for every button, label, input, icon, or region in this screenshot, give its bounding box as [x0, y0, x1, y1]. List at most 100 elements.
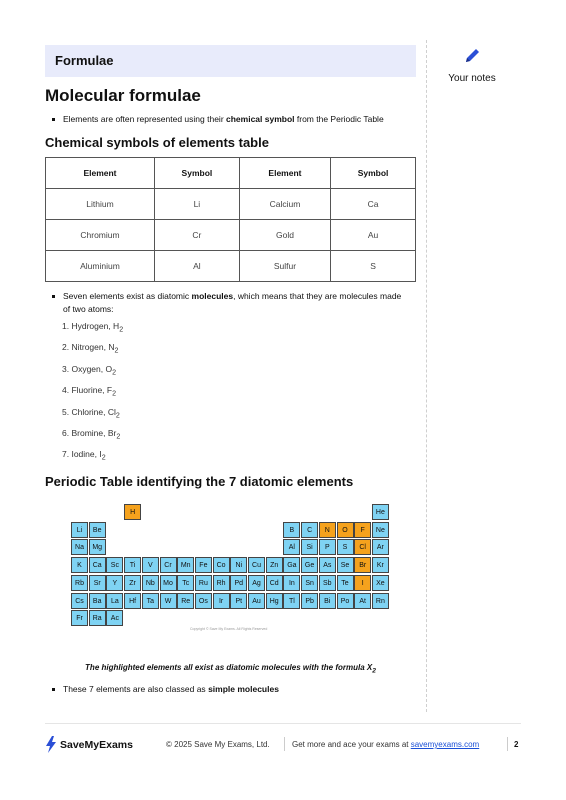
element-ne: Ne: [371, 521, 389, 538]
element-cr: Cr: [159, 557, 177, 574]
footer-separator: [284, 737, 285, 751]
element-f: F: [354, 521, 372, 538]
bullet-simple-molecules: These 7 elements are also classed as sim…: [52, 683, 413, 696]
table-row: Aluminium Al Sulfur S: [45, 250, 416, 282]
element-pt: Pt: [230, 592, 248, 609]
section-title: Formulae: [55, 53, 114, 68]
element-pb: Pb: [301, 592, 319, 609]
element-re: Re: [177, 592, 195, 609]
element-s: S: [336, 539, 354, 556]
element-ba: Ba: [88, 592, 106, 609]
your-notes-label: Your notes: [448, 73, 496, 84]
element-mo: Mo: [159, 574, 177, 591]
element-al: Al: [283, 539, 301, 556]
element-ar: Ar: [371, 539, 389, 556]
footer-cta: Get more and ace your exams at savemyexa…: [292, 740, 480, 749]
element-pd: Pd: [230, 574, 248, 591]
periodic-table-caption: The highlighted elements all exist as di…: [85, 663, 376, 675]
element-ir: Ir: [212, 592, 230, 609]
element-xe: Xe: [371, 574, 389, 591]
table-row: Lithium Li Calcium Ca: [45, 188, 416, 220]
element-cd: Cd: [265, 574, 283, 591]
element-h: H: [124, 504, 142, 520]
element-cu: Cu: [248, 557, 265, 574]
element-fr: Fr: [71, 610, 88, 627]
bullet-chemical-symbol: Elements are often represented using the…: [52, 113, 413, 126]
list-item: 1. Hydrogen, H2: [62, 321, 124, 334]
element-li: Li: [71, 521, 88, 538]
element-sr: Sr: [88, 574, 106, 591]
element-zr: Zr: [124, 574, 142, 591]
list-item: 4. Fluorine, F2: [62, 385, 117, 398]
brand-logo[interactable]: SaveMyExams: [45, 736, 133, 753]
element-be: Be: [88, 521, 106, 538]
table-cell: Calcium: [238, 188, 332, 220]
page-heading: Molecular formulae: [45, 86, 201, 105]
bullet-bold: chemical symbol: [226, 114, 295, 124]
element-sc: Sc: [106, 557, 124, 574]
bullet-text: Seven elements exist as diatomic: [63, 291, 192, 301]
element-ru: Ru: [194, 574, 212, 591]
element-fe: Fe: [194, 557, 212, 574]
element-i: I: [354, 574, 372, 591]
footer-link[interactable]: savemyexams.com: [410, 740, 480, 749]
table-heading: Chemical symbols of elements table: [45, 135, 269, 150]
element-as: As: [318, 557, 336, 574]
table-cell: Lithium: [45, 188, 155, 220]
list-item: 7. Iodine, I2: [62, 449, 106, 463]
element-cl: Cl: [354, 539, 372, 556]
table-cell: S: [330, 250, 416, 282]
table-cell: Sulfur: [238, 250, 332, 282]
footer-copyright: © 2025 Save My Exams, Ltd.: [166, 740, 270, 749]
table-cell: Chromium: [45, 219, 155, 251]
table-cell: Ca: [330, 188, 416, 220]
element-cs: Cs: [71, 592, 88, 609]
element-k: K: [71, 557, 88, 574]
element-zn: Zn: [265, 557, 283, 574]
table-header: Symbol: [153, 157, 240, 189]
lightning-bolt-icon: [46, 736, 56, 753]
element-ag: Ag: [248, 574, 265, 591]
element-ta: Ta: [141, 592, 159, 609]
element-mn: Mn: [177, 557, 195, 574]
table-row: Chromium Cr Gold Au: [45, 219, 416, 251]
list-item: 3. Oxygen, O2: [62, 363, 117, 377]
element-hg: Hg: [265, 592, 283, 609]
element-ga: Ga: [283, 557, 301, 574]
element-os: Os: [194, 592, 212, 609]
page-number: 2: [514, 740, 519, 749]
element-c: C: [301, 521, 319, 538]
your-notes[interactable]: Your notes: [440, 46, 504, 84]
table-cell: Cr: [153, 219, 240, 251]
element-br: Br: [354, 557, 372, 574]
element-po: Po: [336, 592, 354, 609]
element-na: Na: [71, 539, 88, 556]
element-kr: Kr: [371, 557, 389, 574]
table-header-row: Element Symbol Element Symbol: [45, 157, 416, 189]
element-rb: Rb: [71, 574, 88, 591]
footer-separator: [507, 737, 508, 751]
element-ni: Ni: [230, 557, 248, 574]
list-item: 2. Nitrogen, N2: [62, 342, 119, 356]
element-o: O: [336, 521, 354, 538]
element-in: In: [283, 574, 301, 591]
section-title-bar: Formulae: [45, 45, 416, 77]
element-tc: Tc: [177, 574, 195, 591]
bullet-text: These 7 elements are also classed as: [63, 684, 209, 694]
element-he: He: [371, 504, 389, 520]
symbols-table: Element Symbol Element Symbol Lithium Li…: [45, 157, 416, 282]
footer-divider: [45, 723, 521, 724]
bullet-diatomic: Seven elements exist as diatomic molecul…: [52, 290, 403, 316]
element-ra: Ra: [88, 610, 106, 627]
brand-name: SaveMyExams: [60, 738, 133, 751]
table-cell: Li: [153, 188, 240, 220]
periodic-table-heading: Periodic Table identifying the 7 diatomi…: [45, 474, 354, 489]
periodic-table: H He Li Be B C N O F Ne Na Mg Al Si P S Cl Ar K Ca Sc Ti V Cr Mn…: [71, 504, 391, 636]
element-ge: Ge: [301, 557, 319, 574]
element-v: V: [141, 557, 159, 574]
element-nb: Nb: [141, 574, 159, 591]
bullet-text: , which means that they are molecules ma…: [63, 291, 402, 314]
element-at: At: [354, 592, 372, 609]
element-au: Au: [248, 592, 265, 609]
table-header: Element: [238, 157, 332, 189]
